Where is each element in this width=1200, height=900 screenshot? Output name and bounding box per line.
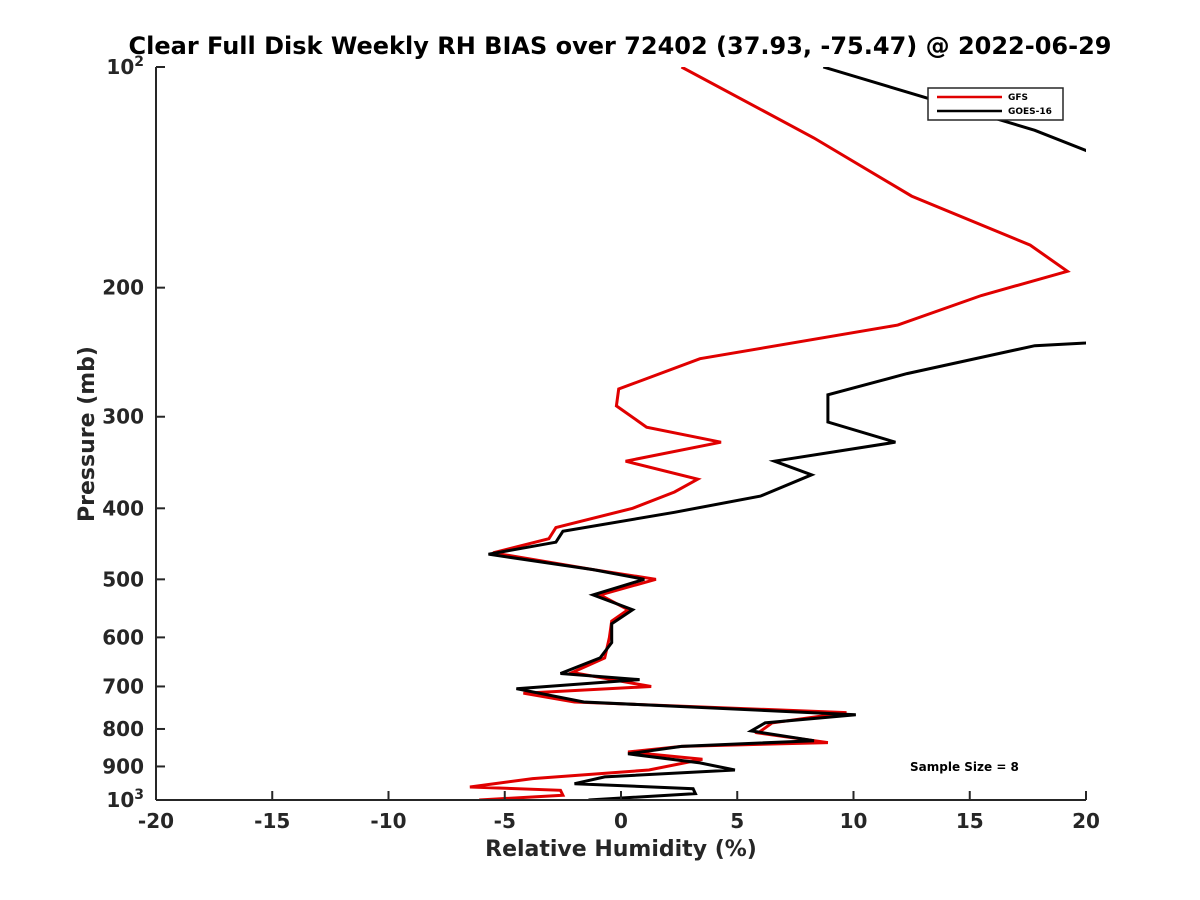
x-ticks: -20 -15 -10 -5 0 5 10 15 20	[138, 791, 1100, 833]
series-layer	[469, 67, 1086, 800]
legend-label-goes16: GOES-16	[1008, 107, 1052, 117]
axes-layer	[155, 67, 1086, 801]
x-tick-label: 5	[730, 809, 744, 833]
x-tick-label: -15	[254, 809, 290, 833]
y-ticks: 102 200 300 400 500 600 700 800 900 103	[102, 54, 165, 812]
x-tick-label: 10	[840, 809, 868, 833]
y-tick-label: 400	[102, 496, 144, 520]
x-tick-label: 0	[614, 809, 628, 833]
y-tick-label: 600	[102, 625, 144, 649]
y-tick-label: 500	[102, 567, 144, 591]
series-line-goes16	[488, 67, 1086, 800]
legend-box	[927, 87, 1064, 121]
y-axis-label: Pressure (mb)	[75, 346, 100, 522]
legend: GFS GOES-16	[927, 87, 1064, 121]
series-line-gfs	[469, 67, 1071, 800]
x-tick-label: 15	[956, 809, 984, 833]
y-tick-label: 800	[102, 717, 144, 741]
x-tick-label: -20	[138, 809, 174, 833]
x-tick-label: -10	[370, 809, 406, 833]
x-axis-label: Relative Humidity (%)	[485, 837, 757, 862]
y-tick-label: 103	[106, 787, 144, 812]
y-tick-label: 900	[102, 754, 144, 778]
legend-label-gfs: GFS	[1008, 93, 1028, 103]
y-tick-label: 300	[102, 405, 144, 429]
y-tick-label: 102	[106, 54, 144, 79]
y-tick-label: 700	[102, 674, 144, 698]
y-tick-label: 200	[102, 276, 144, 300]
x-tick-label: -5	[494, 809, 516, 833]
sample-size-annotation: Sample Size = 8	[910, 760, 1019, 774]
chart-title: Clear Full Disk Weekly RH BIAS over 7240…	[129, 32, 1112, 60]
x-tick-label: 20	[1072, 809, 1100, 833]
